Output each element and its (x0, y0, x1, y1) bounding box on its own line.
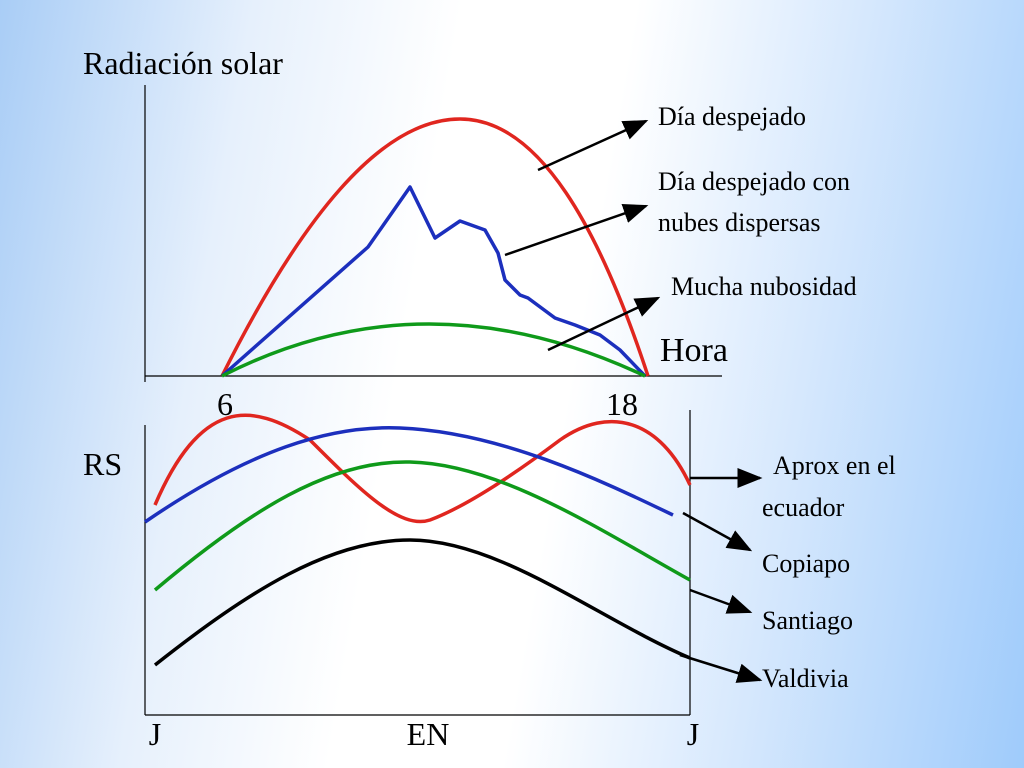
x-tick-label: 6 (217, 386, 233, 422)
curve-label: Copiapo (762, 549, 850, 578)
arrow (682, 511, 753, 552)
curve-label: Día despejado (658, 102, 806, 131)
curve-copiapo (144, 426, 674, 524)
x-label: Hora (660, 332, 728, 369)
curve-label: Santiago (762, 606, 853, 635)
curve-valdivia (153, 538, 691, 667)
y-label: RS (83, 446, 122, 482)
curve-label: Aprox en el (773, 451, 896, 480)
bottom-chart: RS Aprox en el ecuador Copiapo Santiago … (83, 410, 896, 752)
arrow (547, 296, 661, 352)
curve-label: ecuador (762, 493, 845, 522)
x-tick-label: J (149, 716, 161, 752)
curve-label: nubes dispersas (658, 208, 820, 237)
arrow (504, 203, 649, 257)
x-tick-label: 18 (606, 386, 638, 422)
curve-label: Mucha nubosidad (671, 272, 857, 301)
top-chart: Radiación solar Día despejado Día despej… (83, 45, 857, 422)
y-label: Radiación solar (83, 45, 283, 81)
arrow (679, 653, 763, 683)
curve-scattered (220, 185, 647, 378)
curve-label: Día despejado con (658, 167, 850, 196)
curve-ecuador (153, 413, 692, 524)
curve-cloudy (221, 322, 646, 378)
arrow (537, 119, 649, 172)
x-tick-label: EN (407, 716, 450, 752)
curve-label: Valdivia (762, 664, 849, 693)
curve-santiago (153, 460, 691, 592)
arrow (689, 588, 753, 614)
curve-clear (220, 117, 650, 377)
x-tick-label: J (687, 716, 699, 752)
